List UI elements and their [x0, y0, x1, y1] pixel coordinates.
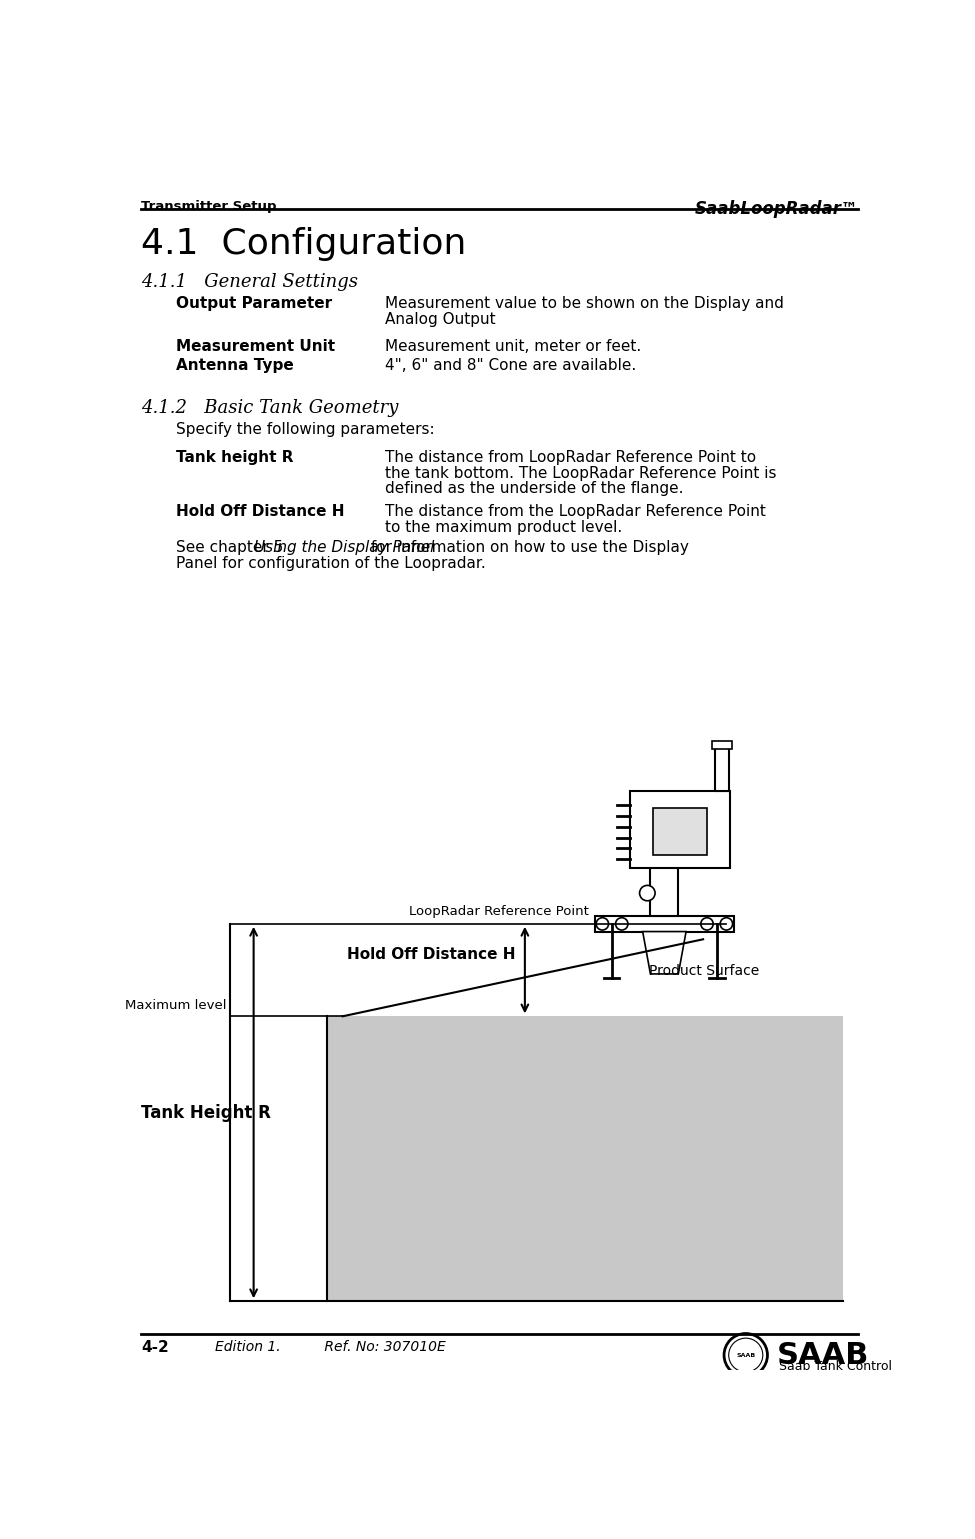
Bar: [712, 742, 732, 749]
Text: Specify the following parameters:: Specify the following parameters:: [176, 422, 435, 437]
Text: to the maximum product level.: to the maximum product level.: [385, 520, 623, 534]
Text: for information on how to use the Display: for information on how to use the Displa…: [366, 540, 689, 556]
Polygon shape: [643, 931, 686, 974]
Text: Hold Off Distance H: Hold Off Distance H: [176, 505, 344, 519]
Text: Tank Height R: Tank Height R: [141, 1103, 271, 1122]
Bar: [595, 916, 734, 931]
Text: SaabLoopRadar™: SaabLoopRadar™: [694, 200, 858, 219]
Text: defined as the underside of the flange.: defined as the underside of the flange.: [385, 482, 683, 496]
Bar: [715, 745, 728, 791]
Text: 4-2: 4-2: [141, 1339, 169, 1354]
Text: SAAB: SAAB: [736, 1353, 756, 1357]
Bar: [328, 1016, 842, 1300]
Text: Maximum level: Maximum level: [125, 999, 226, 1013]
Text: the tank bottom. The LoopRadar Reference Point is: the tank bottom. The LoopRadar Reference…: [385, 466, 777, 480]
Bar: [650, 866, 679, 916]
Bar: [630, 791, 730, 868]
Text: 4", 6" and 8" Cone are available.: 4", 6" and 8" Cone are available.: [385, 359, 637, 372]
Text: Analog Output: Analog Output: [385, 312, 496, 326]
Circle shape: [701, 917, 713, 930]
Circle shape: [615, 917, 628, 930]
Text: 4.1.2   Basic Tank Geometry: 4.1.2 Basic Tank Geometry: [141, 399, 399, 417]
Text: LoopRadar Reference Point: LoopRadar Reference Point: [409, 905, 589, 917]
Circle shape: [724, 1333, 767, 1377]
Circle shape: [728, 1337, 762, 1373]
Bar: [652, 808, 707, 854]
Text: Saab Tank Control: Saab Tank Control: [779, 1360, 892, 1373]
Text: Using the Display Panel: Using the Display Panel: [254, 540, 434, 556]
Text: The distance from LoopRadar Reference Point to: The distance from LoopRadar Reference Po…: [385, 451, 757, 465]
Text: Transmitter Setup: Transmitter Setup: [141, 200, 277, 212]
Text: Product Surface: Product Surface: [649, 963, 760, 977]
Text: See chapter 5: See chapter 5: [176, 540, 289, 556]
Text: Measurement value to be shown on the Display and: Measurement value to be shown on the Dis…: [385, 297, 784, 311]
Text: Output Parameter: Output Parameter: [176, 297, 332, 311]
Text: The distance from the LoopRadar Reference Point: The distance from the LoopRadar Referenc…: [385, 505, 766, 519]
Text: Measurement unit, meter or feet.: Measurement unit, meter or feet.: [385, 339, 642, 354]
Circle shape: [721, 917, 732, 930]
Text: 4.1.1   General Settings: 4.1.1 General Settings: [141, 274, 358, 291]
Text: Tank height R: Tank height R: [176, 451, 293, 465]
Text: Measurement Unit: Measurement Unit: [176, 339, 335, 354]
Text: Edition 1.          Ref. No: 307010E: Edition 1. Ref. No: 307010E: [214, 1339, 446, 1354]
Text: 4.1  Configuration: 4.1 Configuration: [141, 228, 467, 262]
Text: SAAB: SAAB: [777, 1340, 869, 1370]
Circle shape: [596, 917, 608, 930]
Text: Panel for configuration of the Loopradar.: Panel for configuration of the Loopradar…: [176, 556, 486, 571]
Text: Hold Off Distance H: Hold Off Distance H: [347, 948, 515, 962]
Text: Antenna Type: Antenna Type: [176, 359, 293, 372]
Circle shape: [640, 885, 655, 900]
